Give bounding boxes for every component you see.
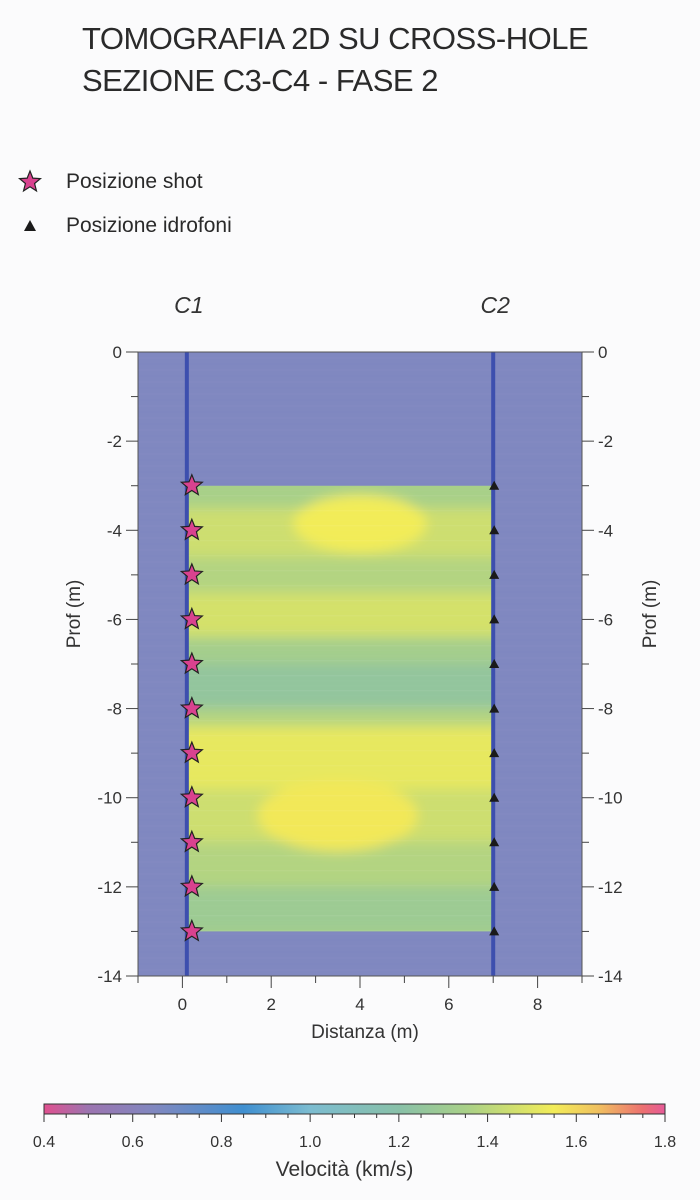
- legend-label-hydrophone: Posizione idrofoni: [66, 214, 232, 237]
- colorbar-tick-label: 1.2: [388, 1134, 410, 1151]
- y-tick-label-left: -8: [107, 700, 122, 719]
- hydrophone-marker: [489, 569, 500, 579]
- shot-marker: [179, 562, 204, 586]
- y-tick-label-left: -4: [107, 521, 122, 540]
- shot-marker: [179, 695, 204, 719]
- shot-marker: [179, 740, 204, 764]
- x-tick-label: 4: [355, 995, 364, 1014]
- colorbar-tick-label: 0.4: [33, 1134, 55, 1151]
- x-tick-label: 2: [266, 995, 275, 1014]
- y-tick-label-right: -12: [598, 878, 623, 897]
- y-axis-label-left: Prof (m): [64, 580, 85, 649]
- y-tick-label-right: -4: [598, 521, 613, 540]
- velocity-band: [186, 664, 494, 709]
- colorbar-label: Velocità (km/s): [276, 1158, 414, 1181]
- velocity-band: [186, 637, 494, 664]
- velocity-band: [186, 557, 494, 593]
- y-tick-label-left: -12: [97, 878, 122, 897]
- axes: 0 0 -2 -2 -4 -4 -6 -6 -8 -8 -10 -10 -12 -12 -14 -14 0 2 4 6…: [64, 343, 661, 1043]
- y-tick-label-right: -14: [598, 967, 623, 986]
- shot-marker: [179, 517, 204, 541]
- y-axis-label-right: Prof (m): [640, 580, 661, 649]
- triangle-icon: [16, 212, 44, 240]
- shot-marker: [179, 874, 204, 898]
- markers: [179, 473, 500, 942]
- x-tick-label: 8: [533, 995, 542, 1014]
- title-line-1: TOMOGRAFIA 2D SU CROSS-HOLE: [82, 21, 589, 56]
- legend-label-shot: Posizione shot: [66, 170, 203, 193]
- velocity-model: [186, 485, 494, 932]
- y-tick-label-right: -2: [598, 432, 613, 451]
- hydrophone-marker: [489, 703, 500, 713]
- title-line-2: SEZIONE C3-C4 - FASE 2: [82, 63, 438, 98]
- colorbar-tick-label: 1.6: [565, 1134, 587, 1151]
- velocity-band: [186, 726, 494, 789]
- x-tick-label: 0: [178, 995, 187, 1014]
- shot-marker: [179, 473, 204, 496]
- colorbar-gradient: [43, 1103, 666, 1115]
- shot-marker: [179, 829, 204, 853]
- y-tick-label-right: -8: [598, 700, 613, 719]
- colorbar-tick-label: 1.4: [476, 1134, 498, 1151]
- x-axis-label: Distanza (m): [311, 1022, 419, 1043]
- velocity-band: [186, 886, 494, 932]
- y-tick-label-left: 0: [113, 343, 122, 362]
- hydrophone-marker: [489, 792, 500, 802]
- page-title: TOMOGRAFIA 2D SU CROSS-HOLE SEZIONE C3-C…: [82, 18, 589, 102]
- hydrophone-marker: [489, 525, 500, 535]
- borehole-label: C1: [174, 292, 203, 318]
- y-tick-label-right: -6: [598, 610, 613, 629]
- hydrophone-marker: [489, 480, 500, 490]
- legend-item-hydrophone: Posizione idrofoni: [16, 204, 232, 248]
- colorbar-tick-label: 0.6: [122, 1134, 144, 1151]
- hydrophone-marker: [489, 926, 500, 936]
- y-tick-label-left: -2: [107, 432, 122, 451]
- y-tick-label-right: -10: [598, 789, 623, 808]
- colorbar-tick-label: 0.8: [210, 1134, 232, 1151]
- velocity-anomaly: [293, 494, 427, 553]
- hydrophone-marker: [489, 837, 500, 847]
- x-tick-label: 6: [444, 995, 453, 1014]
- shot-marker: [179, 606, 204, 630]
- y-tick-label-right: 0: [598, 343, 607, 362]
- hydrophone-marker: [489, 881, 500, 891]
- shot-marker: [179, 918, 204, 942]
- shot-marker: [179, 785, 204, 808]
- legend-item-shot: Posizione shot: [16, 160, 232, 204]
- velocity-band: [186, 708, 494, 727]
- shot-marker: [179, 651, 204, 675]
- colorbar: 0.4 0.6 0.8 1.0 1.2 1.4 1.6 1.8 Velocità (km/s): [33, 1103, 676, 1181]
- hydrophone-marker: [489, 748, 500, 758]
- borehole-label: C2: [480, 292, 510, 318]
- colorbar-tick-label: 1.0: [299, 1134, 321, 1151]
- star-icon: [16, 168, 44, 196]
- hydrophone-marker: [489, 659, 500, 668]
- hydrophone-marker: [489, 614, 500, 624]
- y-tick-label-left: -14: [97, 967, 122, 986]
- velocity-anomaly: [257, 779, 418, 852]
- velocity-band: [186, 592, 494, 638]
- legend: Posizione shot Posizione idrofoni: [16, 160, 232, 248]
- y-tick-label-left: -10: [97, 789, 122, 808]
- y-tick-label-left: -6: [107, 610, 122, 629]
- colorbar-tick-label: 1.8: [654, 1134, 676, 1151]
